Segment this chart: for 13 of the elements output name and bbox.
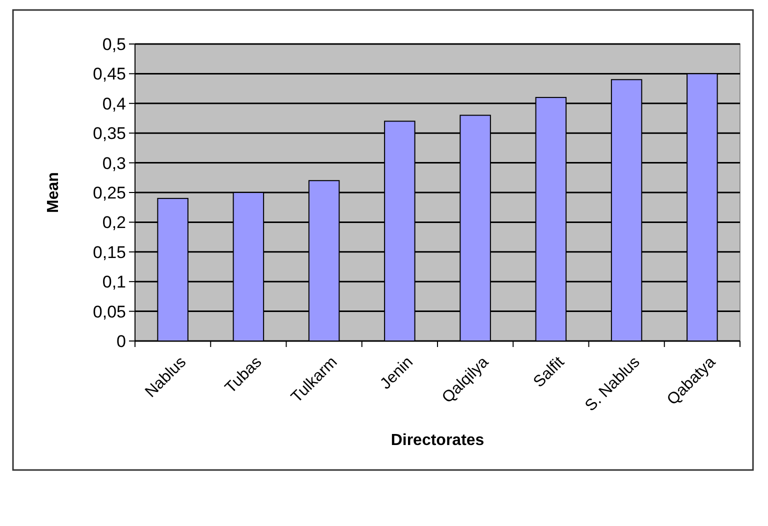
y-tick-label: 0,4 bbox=[102, 94, 126, 114]
y-tick-label: 0,3 bbox=[102, 154, 126, 173]
y-tick-label: 0,25 bbox=[92, 183, 126, 202]
y-tick-label: 0,5 bbox=[102, 34, 126, 54]
y-tick-label: 0,35 bbox=[92, 124, 126, 144]
y-tick-label: 0,45 bbox=[92, 64, 126, 84]
y-axis-title: Mean bbox=[45, 172, 62, 213]
y-tick-label: 0,15 bbox=[92, 242, 126, 262]
y-tick-label: 0 bbox=[116, 332, 126, 351]
x-axis-title: Directorates bbox=[390, 432, 484, 449]
y-tick-label: 0,2 bbox=[102, 213, 126, 232]
y-tick-label: 0,1 bbox=[102, 272, 126, 292]
y-tick-label: 0,05 bbox=[92, 302, 126, 322]
